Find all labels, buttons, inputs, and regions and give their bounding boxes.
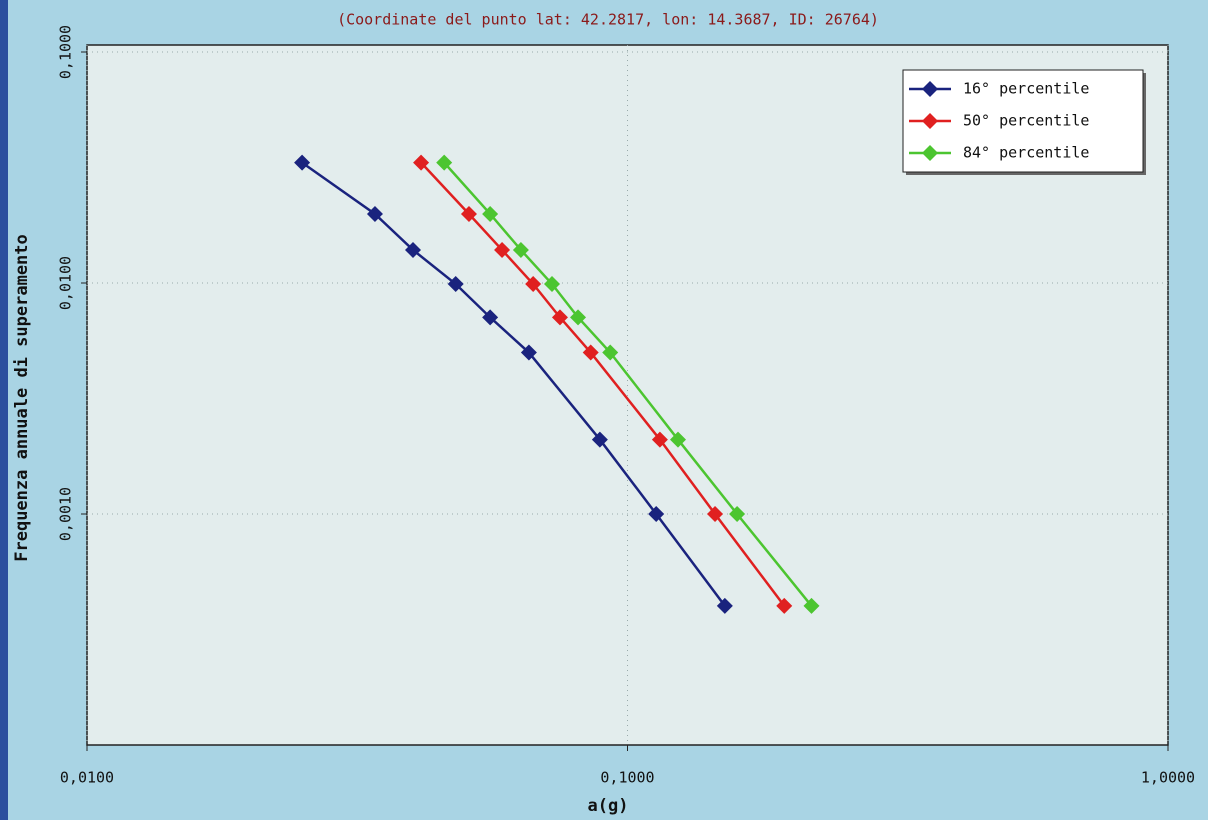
x-tick-label: 0,1000 [600, 769, 654, 787]
y-tick-label: 0,0100 [57, 256, 75, 310]
y-tick-label: 0,1000 [57, 25, 75, 79]
legend-label: 16° percentile [963, 80, 1089, 98]
x-tick-label: 0,0100 [60, 769, 114, 787]
chart-title: (Coordinate del punto lat: 42.2817, lon:… [337, 11, 879, 29]
legend-label: 50° percentile [963, 112, 1089, 130]
legend-label: 84° percentile [963, 144, 1089, 162]
left-border [0, 0, 8, 820]
x-axis-label: a(g) [588, 796, 629, 816]
x-tick-label: 1,0000 [1141, 769, 1195, 787]
y-tick-label: 0,0010 [57, 487, 75, 541]
y-axis-label: Frequenza annuale di superamento [12, 234, 32, 562]
chart: (Coordinate del punto lat: 42.2817, lon:… [0, 0, 1208, 820]
